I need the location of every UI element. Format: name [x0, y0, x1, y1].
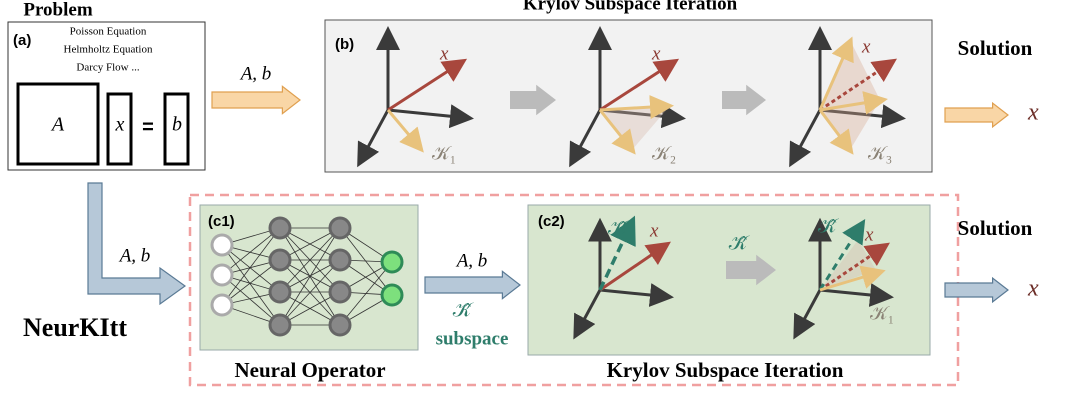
nn-node [270, 282, 290, 302]
equals: = [142, 116, 154, 138]
vector-label: x [115, 114, 125, 136]
tag: (a) [13, 32, 31, 49]
c1-title: Neural Operator [234, 358, 385, 382]
c2-title: Krylov Subspace Iteration [607, 358, 844, 382]
x-label: x [439, 43, 449, 64]
k-label: 𝒦₃ [868, 143, 892, 164]
block-arrow [945, 103, 1008, 127]
x-label: x [861, 36, 871, 57]
arrow-label: A, b [239, 63, 272, 84]
x-label: x [864, 224, 874, 245]
block-arrow [425, 271, 520, 298]
l-arrow [88, 183, 185, 304]
nn-node [212, 295, 232, 315]
block-arrow [212, 86, 300, 113]
nn-node [270, 250, 290, 270]
nn-node [330, 315, 350, 335]
block-arrow [945, 278, 1008, 302]
arrow-label: A, b [118, 245, 151, 266]
k-hat: 𝒦̂ [729, 233, 750, 255]
subspace-label: subspace [436, 328, 509, 349]
diagram: Problem (a) Poisson Equation Helmholtz E… [0, 0, 1065, 396]
solution-x: x [1027, 276, 1039, 302]
k-hat: 𝒦̂ [608, 218, 629, 240]
nn-node [212, 265, 232, 285]
equation: Darcy Flow ... [76, 62, 139, 74]
equation: Helmholtz Equation [64, 44, 153, 56]
tag: (b) [335, 36, 354, 53]
nn-node [330, 218, 350, 238]
tag: (c2) [538, 213, 565, 230]
k-label: 𝒦₂ [652, 143, 676, 164]
method-name: NeurKItt [23, 313, 127, 342]
tag: (c1) [208, 213, 235, 230]
k-hat: 𝒦̂ [453, 300, 474, 322]
solution-title: Solution [958, 216, 1033, 240]
vector-label: b [172, 114, 182, 136]
nn-node [382, 285, 402, 305]
nn-node [270, 315, 290, 335]
arrow-label: A, b [455, 250, 488, 271]
nn-node [212, 235, 232, 255]
equation: Poisson Equation [70, 26, 147, 38]
x-label: x [649, 220, 659, 241]
k-label: 𝒦₁ [870, 303, 894, 324]
solution-title: Solution [958, 36, 1033, 60]
k-hat: 𝒦̂ [818, 216, 839, 238]
nn-node [330, 250, 350, 270]
matrix-label: A [50, 114, 65, 136]
nn-node [270, 218, 290, 238]
solution-x: x [1027, 100, 1039, 126]
nn-node [330, 282, 350, 302]
x-label: x [651, 43, 661, 64]
krylov-title: Krylov Subspace Iteration [523, 0, 738, 14]
problem-title: Problem [23, 0, 92, 20]
nn-node [382, 252, 402, 272]
k-label: 𝒦₁ [432, 143, 456, 164]
